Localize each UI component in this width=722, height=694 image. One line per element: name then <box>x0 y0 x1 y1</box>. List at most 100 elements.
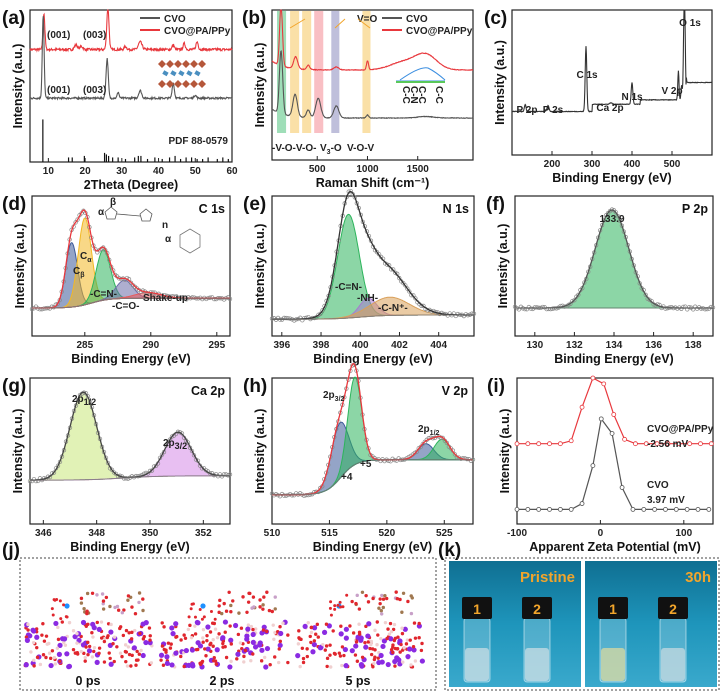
oxygen-atom <box>124 650 129 654</box>
oxygen-atom <box>376 656 380 660</box>
oxygen-atom <box>42 639 47 643</box>
oxygen-atom <box>306 621 310 625</box>
oxygen-atom <box>105 635 110 640</box>
oxygen-atom <box>201 640 205 644</box>
annotation-subscript: 3/2 <box>335 396 345 403</box>
x-axis-title: Binding Energy (eV) <box>313 352 432 366</box>
data-point <box>159 452 165 457</box>
annotation-main: C <box>80 251 87 262</box>
vanadium-atom <box>205 646 211 652</box>
oxygen-atom <box>198 661 202 665</box>
zeta-point <box>708 441 714 447</box>
annotation: Shake-up <box>143 293 188 304</box>
molecule-atom <box>383 594 387 598</box>
oxygen-atom <box>127 652 132 657</box>
data-point <box>73 220 78 225</box>
oxygen-atom <box>246 623 251 627</box>
polypyrrole-structure <box>104 206 153 222</box>
oxygen-atom <box>109 622 113 627</box>
oxygen-atom <box>408 638 412 642</box>
molecule-atom <box>380 593 384 598</box>
oxygen-atom <box>86 652 90 657</box>
oxygen-atom <box>369 652 374 657</box>
vanadium-atom <box>94 659 100 665</box>
oxygen-atom <box>272 637 276 641</box>
oxygen-atom <box>316 635 320 639</box>
data-point <box>540 304 545 310</box>
vanadium-atom <box>24 637 31 643</box>
molecule-atom <box>357 607 362 611</box>
oxygen-atom <box>385 636 389 641</box>
water-oxygen <box>213 617 217 621</box>
oxygen-atom <box>328 653 332 657</box>
annotation: (003) <box>83 85 106 96</box>
oxygen-atom <box>38 662 43 667</box>
crystal-octahedron <box>190 60 198 68</box>
annotation-subscript: 1/2 <box>84 397 97 407</box>
data-point <box>286 316 291 321</box>
vanadium-atom <box>407 646 413 652</box>
annotation: Cα <box>80 251 92 264</box>
oxygen-atom <box>45 642 49 646</box>
oxygen-atom <box>86 622 90 627</box>
oxygen-atom <box>400 626 404 630</box>
annotation: Ca 2p <box>596 103 623 114</box>
data-point <box>167 437 173 442</box>
oxygen-atom <box>259 659 264 663</box>
data-point <box>75 217 80 222</box>
vanadium-atom <box>381 638 387 644</box>
frame-label-2ps: 2 ps <box>209 674 234 688</box>
oxygen-atom <box>164 648 168 652</box>
oxygen-atom <box>309 625 314 630</box>
oxygen-atom <box>388 621 393 626</box>
vanadium-atom <box>232 622 239 629</box>
vanadium-atom <box>27 633 33 639</box>
x-tick-label: 1000 <box>356 164 379 175</box>
oxygen-atom <box>125 664 130 668</box>
oxygen-atom <box>129 664 133 668</box>
zeta-point <box>652 506 658 512</box>
x-tick-label: 300 <box>584 159 601 170</box>
vanadium-atom <box>353 643 359 649</box>
x-tick-label: 525 <box>436 528 453 539</box>
crystal-octahedron <box>190 80 198 88</box>
panel-label-g: (g) <box>2 376 26 397</box>
crystal-octahedron <box>158 80 166 88</box>
inset-fit-curve <box>396 67 446 82</box>
y-axis-title: Intensity (a.u.) <box>253 43 267 128</box>
oxygen-atom <box>63 643 68 647</box>
x-tick-label: 290 <box>142 340 159 351</box>
annotation: P 2p <box>517 105 538 116</box>
data-point <box>33 478 39 484</box>
oxygen-atom <box>383 620 388 625</box>
panel-j-md-snapshots: (j) 0 ps 2 ps 5 ps <box>2 540 437 691</box>
water-oxygen <box>329 600 333 604</box>
data-point <box>186 295 191 300</box>
molecule-atom <box>394 590 398 594</box>
oxygen-atom <box>41 653 46 657</box>
vanadium-atom <box>183 647 189 654</box>
zeta-point <box>663 506 668 512</box>
oxygen-atom <box>129 637 134 641</box>
molecule-atom <box>252 605 256 609</box>
oxygen-atom <box>392 622 397 627</box>
annotation: 2p1/2 <box>72 394 96 407</box>
oxygen-atom <box>194 647 199 652</box>
oxygen-atom <box>308 634 312 639</box>
oxygen-atom <box>305 647 309 651</box>
oxygen-atom <box>92 649 96 654</box>
molecule-atom <box>398 597 402 602</box>
oxygen-atom <box>115 645 119 649</box>
oxygen-atom <box>354 640 359 644</box>
oxygen-atom <box>412 621 417 625</box>
vial-cap <box>598 597 628 619</box>
molecule-atom <box>85 609 89 613</box>
oxygen-atom <box>402 646 406 650</box>
oxygen-atom <box>112 659 116 664</box>
molecule-atom <box>360 590 365 594</box>
molecule-atom <box>354 601 358 606</box>
oxygen-atom <box>364 624 368 629</box>
vanadium-atom <box>61 636 68 642</box>
